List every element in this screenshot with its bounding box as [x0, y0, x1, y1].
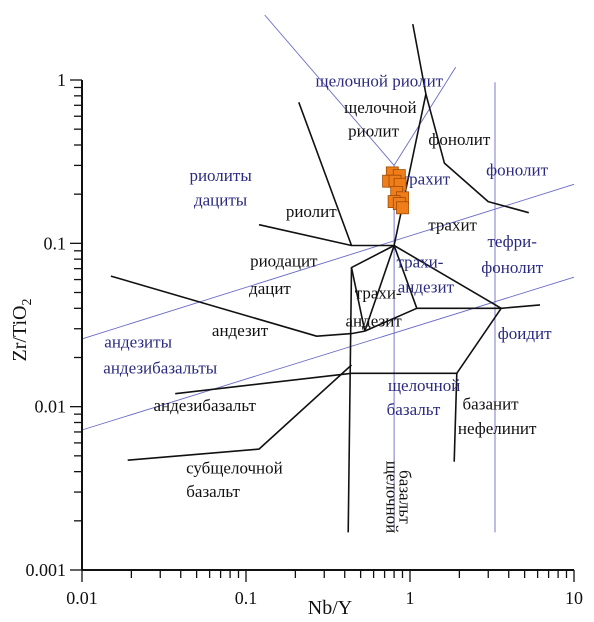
field-label: риолит	[348, 122, 399, 141]
field-label: нефелинит	[458, 419, 537, 438]
field-label: щелочной	[344, 98, 416, 117]
field-label: дацит	[249, 279, 291, 298]
field-label: андезибазальт	[153, 396, 256, 415]
y-axis-title-subscript: 2	[20, 299, 35, 306]
field-label-blue: щелочной риолит	[316, 72, 444, 91]
field-label-blue: риолиты	[189, 166, 252, 185]
field-boundary-13	[501, 304, 541, 310]
axes: 0.01 0.1 1 10 0.001 0.01 0.1 1	[26, 70, 584, 608]
field-label-blue: андезибазальты	[103, 358, 217, 377]
field-label-blue: трахи-	[396, 253, 443, 272]
field-boundary-6	[364, 245, 395, 332]
field-label: базальт	[395, 470, 414, 524]
field-label: субщелочной	[186, 458, 283, 477]
field-boundary-14	[393, 244, 502, 309]
field-label-blue: фонолит	[481, 258, 543, 277]
data-points	[382, 166, 409, 215]
field-boundary-9	[127, 364, 353, 461]
field-label: щелочной	[383, 461, 402, 533]
field-boundary-2	[258, 223, 352, 247]
field-label: андезит	[212, 321, 269, 340]
x-axis-title: Nb/Y	[308, 597, 352, 619]
field-boundary-15	[425, 93, 530, 214]
field-label: фонолит	[428, 130, 490, 149]
field-boundary-4	[110, 275, 365, 338]
field-label-blue: тефри-	[487, 232, 537, 251]
field-label-blue: фоидит	[498, 324, 552, 343]
y-axis-title-main: Zr/TiO	[9, 306, 31, 362]
field-label-blue: базальт	[387, 400, 441, 419]
field-label-blue: щелочной	[388, 376, 460, 395]
y-tick-label: 0.01	[35, 397, 67, 417]
field-label-blue: фонолит	[486, 161, 548, 180]
field-label-blue: андезит	[398, 278, 455, 297]
field-label: трахи-	[355, 283, 402, 302]
data-point	[396, 201, 409, 215]
field-label: риолит	[286, 202, 337, 221]
y-tick-label: 0.001	[26, 560, 67, 580]
x-tick-label: 0.01	[66, 588, 98, 608]
field-label-blue: андезиты	[104, 333, 172, 352]
field-labels: щелочной риолит фонолит трахит риолит риодаци…	[103, 72, 552, 534]
field-label: базальт	[186, 482, 240, 501]
field-label: риодацит	[250, 252, 318, 271]
field-label-blue: трахит	[402, 169, 451, 188]
x-tick-label: 10	[565, 588, 583, 608]
reference-line-3	[81, 183, 575, 340]
field-boundary-11	[453, 373, 458, 462]
field-boundary-7	[350, 267, 366, 332]
field-label-blue: дациты	[194, 191, 248, 210]
field-boundary-8	[175, 372, 352, 395]
field-boundaries	[110, 23, 541, 533]
y-tick-label: 1	[57, 70, 66, 90]
reference-line-1	[264, 14, 395, 166]
field-label: трахит	[428, 215, 477, 234]
field-label: андезит	[345, 311, 402, 330]
reference-line-2	[393, 66, 457, 166]
y-axis-title: Zr/TiO2	[9, 299, 35, 362]
x-tick-label: 1	[406, 588, 415, 608]
x-tick-label: 0.1	[235, 588, 258, 608]
field-label: базанит	[463, 395, 520, 414]
y-tick-label: 0.1	[44, 233, 67, 253]
